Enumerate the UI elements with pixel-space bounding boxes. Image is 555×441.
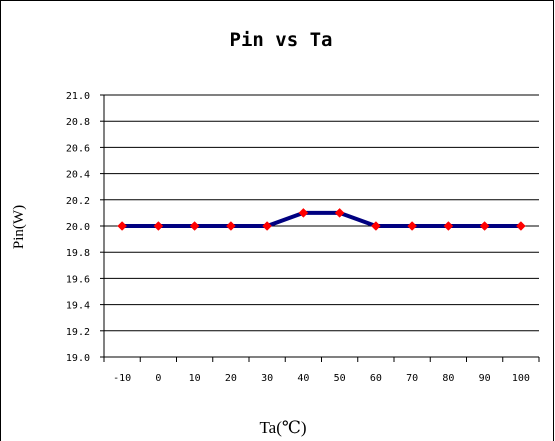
x-tick-label: 100	[512, 373, 530, 384]
x-tick-label: 0	[155, 373, 161, 384]
x-tick-label: 10	[189, 373, 201, 384]
gridlines	[104, 94, 539, 332]
data-point-marker	[516, 221, 526, 231]
y-tick-label: 19.6	[66, 274, 90, 285]
y-tick-label: 21.0	[66, 91, 90, 102]
y-tick-label: 19.4	[66, 301, 90, 312]
y-tick-label: 19.2	[66, 327, 90, 338]
data-point-marker	[117, 221, 127, 231]
y-tick-label: 19.0	[66, 353, 90, 364]
chart-title: Pin vs Ta	[230, 29, 333, 51]
x-tick-label: 30	[261, 373, 273, 384]
x-tick-labels: -10 0 10 20 30 40 50 60 70 80 90 100	[113, 373, 530, 384]
data-point-marker	[262, 221, 272, 231]
data-point-marker	[479, 221, 490, 231]
y-tick-labels: 19.0 19.2 19.4 19.6 19.8 20.0 20.2 20.4 20.6 20.8…	[66, 91, 90, 364]
y-tick-label: 19.8	[66, 248, 90, 259]
x-tick-label: 60	[370, 373, 382, 384]
data-point-marker	[407, 221, 417, 231]
x-axis-label: Ta(℃)	[259, 418, 306, 437]
x-tick-label: 40	[297, 373, 309, 384]
x-tick-label: 80	[442, 373, 454, 384]
data-point-marker	[226, 221, 236, 231]
y-tick-label: 20.4	[66, 170, 90, 181]
x-tick-label: 90	[479, 373, 491, 384]
x-tick-label: 50	[334, 373, 346, 384]
y-tick-label: 20.0	[66, 222, 90, 233]
x-tick-label: 20	[225, 373, 237, 384]
data-point-marker	[334, 208, 345, 218]
y-tick-label: 20.6	[66, 143, 90, 154]
data-point-marker	[153, 221, 164, 231]
series-line	[122, 210, 521, 228]
data-point-marker	[371, 221, 381, 231]
x-tick-label: 70	[406, 373, 418, 384]
y-tick-label: 20.2	[66, 196, 90, 207]
x-tick-label: -10	[113, 373, 131, 384]
data-point-marker	[189, 221, 200, 231]
data-point-marker	[298, 208, 309, 218]
axes	[100, 94, 540, 362]
series-group	[117, 208, 526, 231]
y-tick-label: 20.8	[66, 117, 90, 128]
data-point-marker	[443, 221, 454, 231]
y-axis-label: Pin(W)	[11, 205, 27, 249]
